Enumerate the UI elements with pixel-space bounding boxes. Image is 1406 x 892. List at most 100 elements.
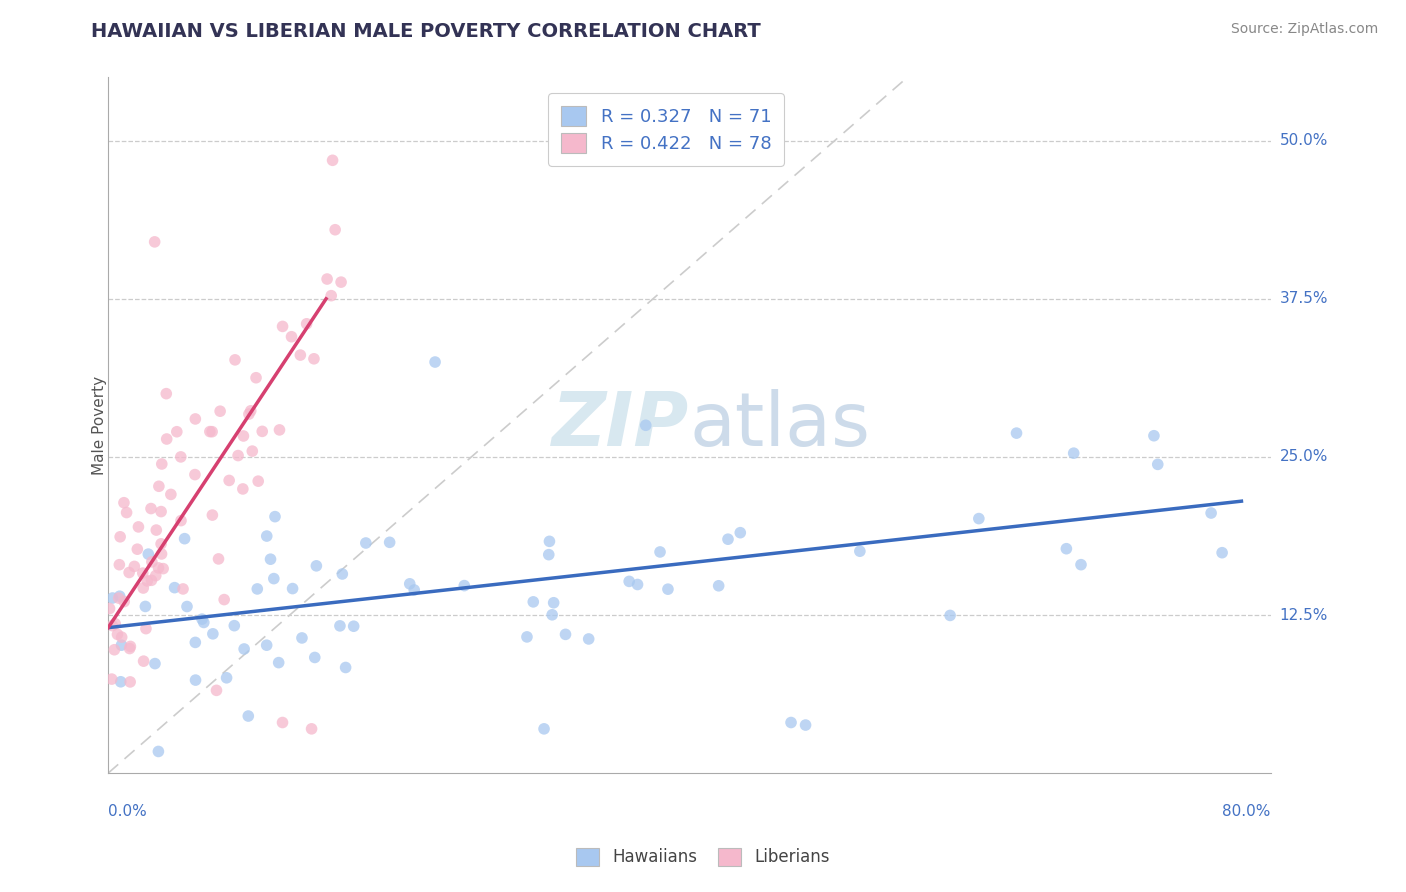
Point [295,317,318,331]
Point [108,589,131,603]
Point [1070,558,1092,572]
Text: 80.0%: 80.0% [1222,805,1271,820]
Point [205,683,228,698]
Point [939,608,962,623]
Point [271,319,294,334]
Point [136,547,159,561]
Text: 0.0%: 0.0% [108,805,146,820]
Point [107,591,129,606]
Point [730,525,752,540]
Point [578,632,600,646]
Point [240,444,263,458]
Point [118,641,141,656]
Point [259,552,281,566]
Point [115,506,138,520]
Point [112,496,135,510]
Point [264,509,287,524]
Point [423,355,446,369]
Point [1005,426,1028,441]
Point [794,718,817,732]
Point [302,351,325,366]
Text: 50.0%: 50.0% [1279,133,1329,148]
Point [170,450,193,464]
Point [538,534,561,549]
Point [967,511,990,525]
Point [139,501,162,516]
Point [617,574,640,589]
Point [141,574,163,588]
Point [163,581,186,595]
Point [343,619,366,633]
Point [537,548,560,562]
Point [150,547,173,561]
Point [378,535,401,549]
Point [120,640,142,654]
Point [155,386,177,401]
Point [209,404,232,418]
Point [533,722,555,736]
Point [329,619,352,633]
Point [232,429,254,443]
Point [543,596,565,610]
Point [132,566,155,581]
Point [849,544,872,558]
Point [541,607,564,622]
Text: 12.5%: 12.5% [1279,607,1329,623]
Point [626,577,648,591]
Point [143,235,166,249]
Point [184,412,207,426]
Point [330,566,353,581]
Point [516,630,538,644]
Text: atlas: atlas [689,389,870,462]
Y-axis label: Male Poverty: Male Poverty [93,376,107,475]
Point [111,630,134,644]
Point [145,568,167,582]
Point [150,505,173,519]
Point [141,555,163,569]
Point [271,715,294,730]
Point [173,532,195,546]
Point [184,467,207,482]
Point [1211,546,1233,560]
Point [634,418,657,433]
Point [150,537,173,551]
Point [291,631,314,645]
Point [780,715,803,730]
Point [256,529,278,543]
Point [245,370,267,384]
Point [127,520,149,534]
Point [263,572,285,586]
Point [110,674,132,689]
Point [280,329,302,343]
Point [648,545,671,559]
Point [184,673,207,687]
Point [148,744,170,758]
Point [215,671,238,685]
Point [101,591,124,605]
Point [290,348,312,362]
Point [127,542,149,557]
Point [152,561,174,575]
Point [707,579,730,593]
Point [108,558,131,572]
Point [239,404,262,418]
Point [143,657,166,671]
Point [1054,541,1077,556]
Point [104,616,127,631]
Point [316,272,339,286]
Point [246,582,269,596]
Point [717,532,740,546]
Point [238,709,260,723]
Point [198,425,221,439]
Point [252,425,274,439]
Text: 25.0%: 25.0% [1279,450,1329,465]
Point [148,479,170,493]
Point [103,642,125,657]
Point [232,482,254,496]
Point [134,599,156,614]
Point [657,582,679,597]
Point [267,656,290,670]
Legend: Hawaiians, Liberians: Hawaiians, Liberians [568,839,838,875]
Point [269,423,291,437]
Point [323,223,346,237]
